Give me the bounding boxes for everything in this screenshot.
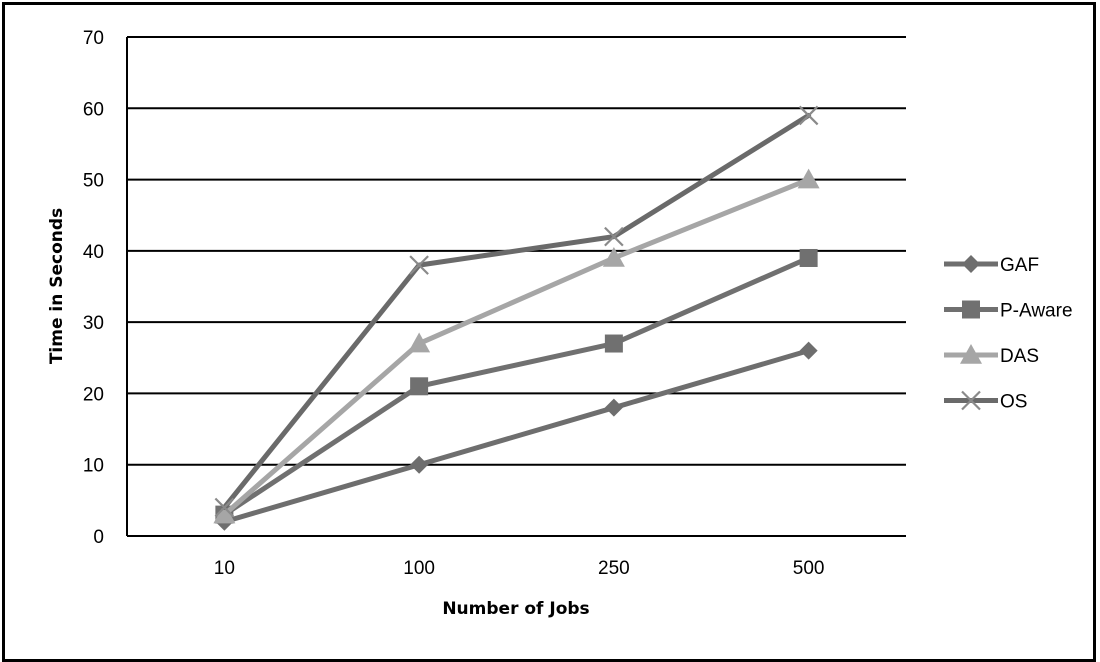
point-p-aware-250	[604, 334, 623, 353]
y-tick-labels: 0 10 20 30 40 50 60 70	[83, 28, 104, 548]
legend-marker-os	[961, 390, 981, 411]
y-tick-60: 60	[83, 99, 104, 120]
series-line-p-aware	[221, 255, 812, 518]
y-tick-20: 20	[83, 384, 104, 405]
legend-label-os: OS	[1000, 392, 1027, 413]
y-tick-50: 50	[83, 171, 104, 192]
point-gaf-500	[799, 341, 818, 360]
series-os	[214, 105, 819, 518]
x-axis-title: Number of Jobs	[442, 599, 589, 619]
x-tick-labels: 10 100 250 500	[214, 558, 825, 579]
point-p-aware-100	[410, 377, 429, 396]
y-axis-title: Time in Seconds	[47, 208, 67, 364]
legend-label-das: DAS	[1000, 346, 1039, 367]
legend-label-gaf: GAF	[1000, 255, 1039, 276]
series-line-das	[221, 177, 812, 518]
point-das-100	[408, 332, 431, 353]
legend: GAF P-Aware DAS OS	[944, 255, 1073, 413]
series-gaf	[215, 341, 818, 531]
point-os-100	[409, 255, 429, 275]
series-das	[213, 168, 820, 524]
point-os-500	[798, 105, 819, 126]
y-tick-40: 40	[83, 242, 104, 263]
gridlines	[126, 36, 906, 537]
legend-item-gaf: GAF	[944, 255, 1039, 276]
y-tick-70: 70	[83, 28, 104, 49]
y-tick-0: 0	[93, 527, 104, 548]
legend-label-p-aware: P-Aware	[1000, 301, 1073, 322]
series-group	[213, 105, 820, 531]
point-das-250	[602, 246, 625, 267]
x-tick-10: 10	[214, 558, 235, 579]
legend-marker-das	[960, 344, 982, 364]
series-line-os	[221, 112, 812, 510]
x-tick-250: 250	[598, 558, 630, 579]
legend-marker-p-aware	[962, 300, 980, 319]
point-das-500	[797, 168, 820, 189]
legend-item-das: DAS	[944, 344, 1039, 367]
legend-marker-gaf	[962, 255, 980, 273]
series-p-aware	[215, 248, 818, 524]
series-line-gaf	[221, 348, 812, 525]
y-tick-10: 10	[83, 456, 104, 477]
x-tick-100: 100	[403, 558, 435, 579]
point-das-10	[213, 503, 236, 524]
legend-item-os: OS	[944, 390, 1027, 413]
point-os-10	[214, 497, 235, 518]
point-p-aware-500	[799, 248, 818, 267]
x-tick-500: 500	[793, 558, 825, 579]
point-gaf-250	[604, 398, 623, 417]
point-gaf-100	[410, 455, 429, 474]
y-tick-30: 30	[83, 313, 104, 334]
point-os-250	[604, 226, 624, 247]
legend-item-p-aware: P-Aware	[944, 300, 1073, 322]
